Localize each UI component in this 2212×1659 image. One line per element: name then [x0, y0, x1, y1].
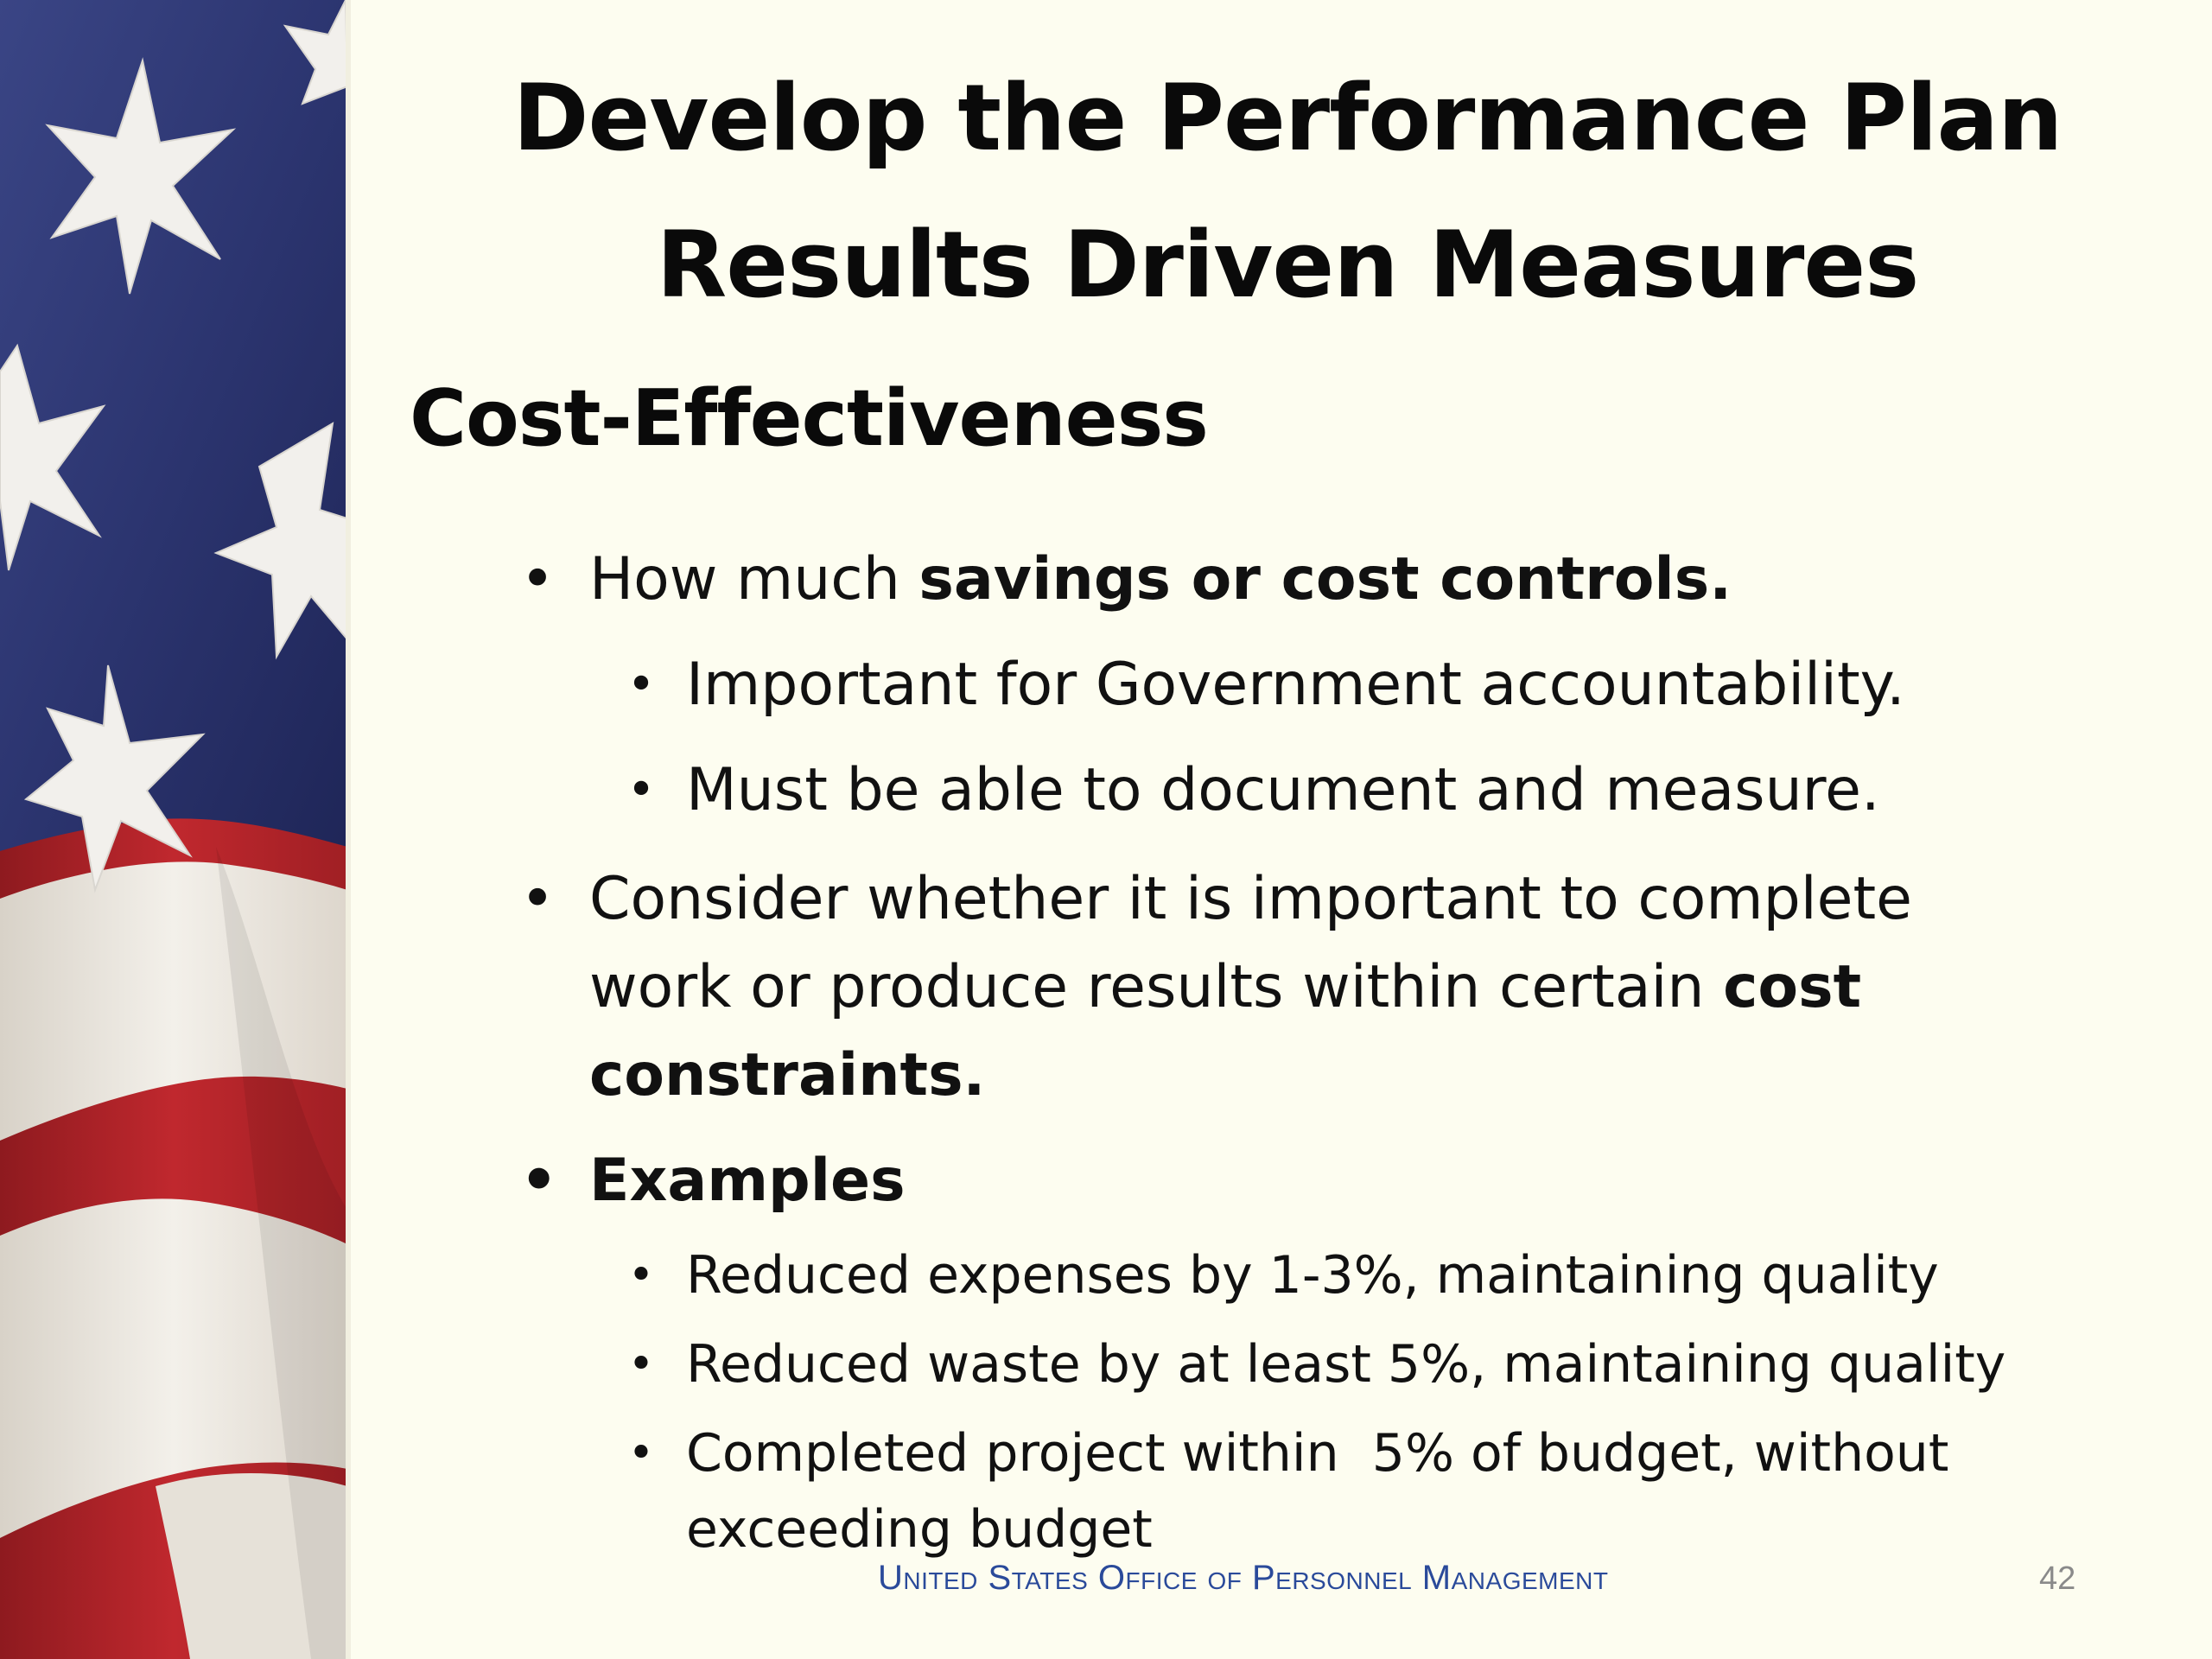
example-budget: • Completed project within 5% of budget,…: [628, 1415, 1982, 1567]
bullet-savings: • How much savings or cost controls.: [520, 536, 1989, 624]
bullet-glyph: •: [627, 1338, 655, 1390]
bullet-glyph: •: [627, 1427, 655, 1479]
bullet-glyph: •: [626, 762, 656, 818]
bullet-text: Must be able to document and measure.: [686, 756, 1880, 824]
bullet-text: work or produce results within certain: [589, 953, 1724, 1021]
bullet-text: Important for Government accountability.: [686, 651, 1905, 719]
section-heading: Cost-Effectiveness: [410, 373, 1209, 464]
bullet-line-1: Completed project within 5% of budget, w…: [686, 1423, 1949, 1484]
bullet-glyph: •: [520, 1147, 558, 1215]
bullet-examples: • Examples: [520, 1137, 1989, 1225]
bullet-glyph: •: [626, 657, 656, 713]
title-line-2: Results Driven Measures: [656, 212, 1920, 318]
bullet-cost-constraints: • Consider whether it is important to co…: [520, 855, 1989, 1120]
american-flag-illustration: [0, 0, 347, 1659]
bullet-text: How much: [589, 545, 919, 613]
bullet-text: Reduced expenses by 1-3%, maintaining qu…: [686, 1245, 1939, 1306]
bullet-bold-text: cost: [1723, 953, 1862, 1021]
flag-image: [0, 0, 347, 1659]
footer-organization: United States Office of Personnel Manage…: [878, 1559, 1609, 1597]
sub-bullet-accountability: • Important for Government accountabilit…: [626, 641, 1999, 729]
bullet-line-2: exceeding budget: [686, 1499, 1153, 1560]
example-waste: • Reduced waste by at least 5%, maintain…: [628, 1326, 2006, 1402]
example-expenses: • Reduced expenses by 1-3%, maintaining …: [628, 1237, 1982, 1313]
bullet-line-3: constraints.: [589, 1041, 986, 1109]
bullet-bold-text: savings or cost controls.: [918, 545, 1732, 613]
bullet-text: Reduced waste by at least 5%, maintainin…: [686, 1334, 2006, 1395]
bullet-glyph: •: [627, 1249, 655, 1301]
title-line-1: Develop the Performance Plan: [512, 65, 2063, 171]
bullet-bold-text: Examples: [589, 1147, 906, 1215]
flag-divider: [346, 0, 351, 1659]
sub-bullet-document: • Must be able to document and measure.: [626, 747, 1999, 835]
bullet-line-2: work or produce results within certain c…: [589, 944, 1989, 1032]
page-number: 42: [2039, 1560, 2076, 1597]
slide-title: Develop the Performance Plan Results Dri…: [406, 45, 2169, 339]
bullet-glyph: •: [520, 545, 556, 613]
bullet-line-1: Consider whether it is important to comp…: [589, 865, 1912, 933]
bullet-glyph: •: [520, 865, 556, 933]
